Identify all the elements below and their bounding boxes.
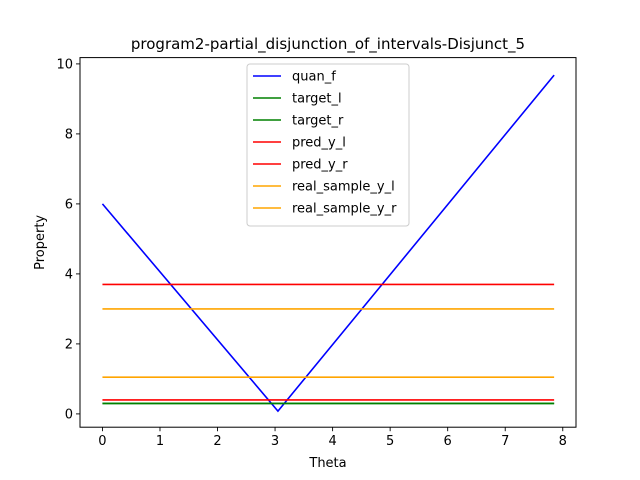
x-tick-label: 7: [501, 434, 509, 449]
legend-label: target_l: [292, 92, 342, 107]
plot-frame: [79, 57, 577, 428]
y-tick-label: 0: [65, 407, 73, 422]
y-tick-label: 8: [65, 127, 73, 142]
x-tick-label: 2: [213, 434, 221, 449]
legend-label: pred_y_l: [292, 136, 346, 151]
x-axis: 0 1 2 3 4 5 6 7 8: [98, 427, 567, 449]
legend-label: quan_f: [292, 70, 336, 85]
x-axis-label: Theta: [308, 456, 346, 471]
x-tick-label: 6: [444, 434, 452, 449]
y-axis-label: Property: [33, 215, 48, 270]
y-tick-label: 6: [65, 197, 73, 212]
x-tick-label: 3: [271, 434, 279, 449]
legend-label: target_r: [292, 114, 344, 129]
x-tick-label: 0: [98, 434, 106, 449]
y-tick-label: 2: [65, 337, 73, 352]
x-tick-label: 4: [328, 434, 336, 449]
legend-box: [246, 63, 410, 227]
chart-title: program2-partial_disjunction_of_interval…: [131, 35, 525, 54]
series-layer: [101, 74, 555, 413]
x-tick-label: 8: [559, 434, 567, 449]
legend-label: real_sample_y_l: [292, 180, 395, 195]
legend: quan_f target_l target_r pred_y_l pred_y_rre…: [246, 63, 410, 227]
legend-label: pred_y_r: [292, 158, 348, 173]
y-tick-label: 10: [56, 57, 73, 72]
y-axis: 0 2 4 6 8 10: [56, 57, 80, 422]
legend-label: real_sample_y_r: [292, 202, 397, 217]
y-tick-label: 4: [65, 267, 73, 282]
series-line-quan-f: [101, 74, 555, 413]
x-tick-label: 5: [386, 434, 394, 449]
x-tick-label: 1: [156, 434, 164, 449]
